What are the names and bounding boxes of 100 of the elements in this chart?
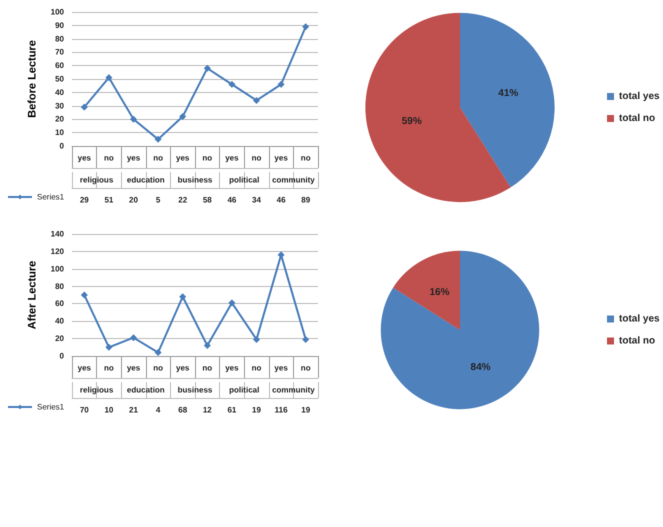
text: community <box>272 386 316 394</box>
x-tick-label: yes <box>126 364 141 372</box>
text: religious <box>80 386 114 394</box>
y-tick-label: 100 <box>50 8 65 16</box>
y-tick-label: 100 <box>50 264 65 274</box>
point <box>80 292 88 298</box>
x-tick-label: yes <box>176 364 190 372</box>
point <box>228 299 236 306</box>
y-tick-label: 30 <box>55 101 65 110</box>
y-tick-label: 0 <box>60 142 65 150</box>
y-tick-label: 120 <box>50 246 65 256</box>
legend-label: total yes <box>619 314 660 324</box>
data-label: 61 <box>227 406 237 414</box>
y-tick-label: 140 <box>50 230 65 238</box>
x-tick-label: no <box>104 364 114 372</box>
data-label: 46 <box>227 196 237 204</box>
y-tick-label: 50 <box>55 74 65 84</box>
data-label: 34 <box>252 196 262 204</box>
x-tick-label: no <box>153 364 164 372</box>
point <box>253 96 260 104</box>
y-tick-label: 80 <box>55 282 65 291</box>
data-label: 19 <box>301 406 311 414</box>
text: education <box>126 176 165 184</box>
x-tick-label: yes <box>274 364 288 372</box>
y-tick-label: 90 <box>55 20 65 30</box>
point <box>278 80 285 88</box>
text: business <box>178 176 213 184</box>
y-tick-label: 10 <box>55 128 65 138</box>
point <box>204 342 211 350</box>
legend-label: total yes <box>619 91 660 102</box>
x-tick-label: yes <box>225 364 240 372</box>
x-tick-label: no <box>300 364 311 372</box>
x-tick-label: no <box>202 154 212 162</box>
y-axis-title: After Lecture <box>26 260 38 330</box>
data-label: 58 <box>202 196 212 204</box>
x-tick-label: no <box>202 364 212 372</box>
point <box>302 336 310 343</box>
data-label: 29 <box>80 196 90 204</box>
point <box>253 336 260 343</box>
text: political <box>229 176 260 184</box>
legend-label: Series1 <box>37 402 65 412</box>
point <box>302 23 310 30</box>
point <box>154 349 162 356</box>
x-tick-label: no <box>252 154 262 162</box>
data-label: 5 <box>156 196 161 204</box>
data-label: 116 <box>274 406 288 414</box>
text: political <box>229 386 260 394</box>
data-label: 20 <box>129 196 138 204</box>
data-label: 22 <box>178 196 188 204</box>
y-axis-title: Before Lecture <box>26 40 38 118</box>
x-tick-label: yes <box>225 154 240 162</box>
text: religious <box>80 176 114 184</box>
data-label: 89 <box>301 196 311 204</box>
x-tick-label: yes <box>78 364 92 372</box>
y-tick-label: 40 <box>55 316 65 326</box>
x-tick-label: yes <box>126 154 141 162</box>
point <box>105 74 112 82</box>
data-label: 12 <box>202 406 212 414</box>
y-tick-label: 20 <box>55 114 65 124</box>
point <box>228 80 236 88</box>
text: business <box>178 386 213 394</box>
x-tick-label: yes <box>274 154 288 162</box>
x-tick-label: no <box>252 364 262 372</box>
data-label: 70 <box>80 406 90 414</box>
text: community <box>272 176 316 184</box>
data-label: 51 <box>104 196 114 204</box>
point <box>179 293 186 300</box>
y-tick-label: 60 <box>55 61 65 70</box>
y-tick-label: 40 <box>55 88 65 97</box>
legend-label: Series1 <box>37 192 65 202</box>
point <box>179 113 186 120</box>
point <box>154 136 162 143</box>
y-tick-label: 60 <box>55 299 65 308</box>
x-tick-label: no <box>104 154 114 162</box>
data-label: 16% <box>429 287 450 298</box>
data-label: 84% <box>470 362 491 373</box>
point <box>80 104 88 111</box>
y-tick-label: 80 <box>55 34 65 44</box>
point <box>130 116 137 123</box>
legend-label: total no <box>619 336 656 346</box>
legend-label: total no <box>619 113 656 124</box>
text: education <box>126 386 165 394</box>
x-tick-label: yes <box>176 154 190 162</box>
x-tick-label: yes <box>78 154 92 162</box>
point <box>204 64 211 72</box>
y-tick-label: 20 <box>55 334 65 344</box>
data-label: 21 <box>129 406 138 414</box>
data-label: 46 <box>276 196 286 204</box>
point <box>130 334 137 342</box>
point <box>105 344 112 351</box>
data-label: 41% <box>498 88 518 99</box>
y-tick-label: 70 <box>55 48 65 57</box>
data-label: 19 <box>252 406 262 414</box>
data-label: 4 <box>156 406 161 414</box>
data-label: 10 <box>104 406 114 414</box>
y-tick-label: 0 <box>60 352 65 360</box>
data-label: 59% <box>402 116 422 128</box>
x-tick-label: no <box>153 154 164 162</box>
x-tick-label: no <box>300 154 311 162</box>
data-label: 68 <box>178 406 188 414</box>
